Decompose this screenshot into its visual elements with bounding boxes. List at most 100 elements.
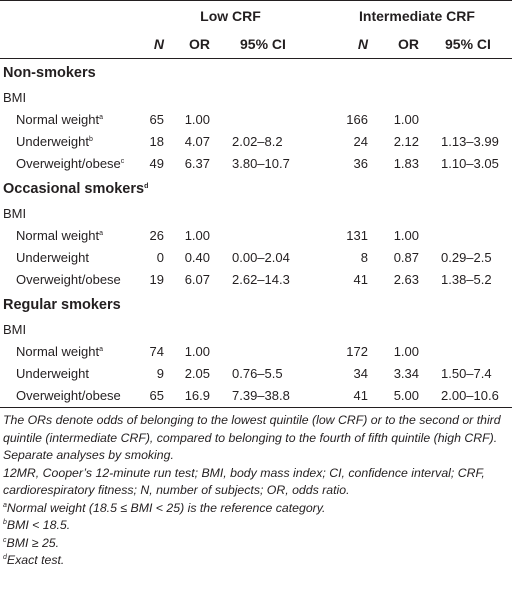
cell-low-or: 2.05 <box>184 366 210 381</box>
cell-low-n: 9 <box>156 366 164 381</box>
cell-low-or: 1.00 <box>184 344 210 359</box>
cell-low-or: 6.37 <box>184 156 210 171</box>
footnote: cBMI ≥ 25. <box>3 535 509 553</box>
cell-int-n: 41 <box>353 388 368 403</box>
table-notes: The ORs denote odds of belonging to the … <box>0 408 512 570</box>
table-row: Normal weighta 65 1.00 166 1.00 <box>0 109 512 131</box>
cell-int-or: 1.00 <box>393 112 419 127</box>
row-label: Underweightb <box>0 131 139 153</box>
section-row: Non-smokers <box>0 59 512 88</box>
col-header-int-ci: 95% CI <box>445 36 491 52</box>
footnote-text: BMI ≥ 25. <box>6 535 60 550</box>
section-row: Occasional smokersd <box>0 175 512 203</box>
cell-int-ci <box>427 109 512 131</box>
cell-int-ci: 1.38–5.2 <box>441 272 492 287</box>
row-label-text: Normal weight <box>16 344 100 359</box>
cell-int-ci <box>427 341 512 363</box>
cell-int-n: 172 <box>346 344 368 359</box>
cell-low-n: 18 <box>149 134 164 149</box>
footnote-mark: a <box>99 230 103 237</box>
cell-int-or: 3.34 <box>393 366 419 381</box>
section-row: Regular smokers <box>0 291 512 319</box>
cell-low-n: 19 <box>149 272 164 287</box>
cell-low-or: 4.07 <box>184 134 210 149</box>
cell-low-n: 49 <box>149 156 164 171</box>
cell-int-ci: 1.50–7.4 <box>441 366 492 381</box>
section-title: Occasional smokersd <box>0 175 512 203</box>
footnote-text: Normal weight (18.5 ≤ BMI < 25) is the r… <box>6 500 326 515</box>
cell-low-ci <box>218 109 322 131</box>
row-label-text: Normal weight <box>16 112 100 127</box>
cell-int-n: 41 <box>353 272 368 287</box>
cell-int-n: 34 <box>353 366 368 381</box>
table-row: Normal weighta 26 1.00 131 1.00 <box>0 225 512 247</box>
cell-low-or: 1.00 <box>184 112 210 127</box>
cell-low-ci: 3.80–10.7 <box>232 156 290 171</box>
section-title-text: Non-smokers <box>3 65 96 81</box>
cell-int-ci: 0.29–2.5 <box>441 250 492 265</box>
cell-low-ci: 7.39–38.8 <box>232 388 290 403</box>
row-label-text: Overweight/obese <box>16 272 121 287</box>
col-header-low-ci: 95% CI <box>240 36 286 52</box>
footnote-mark: a <box>99 346 103 353</box>
row-label: Overweight/obesec <box>0 153 139 175</box>
group-header-low: Low CRF <box>200 8 261 24</box>
row-label: Normal weighta <box>0 109 139 131</box>
footnote-mark: c <box>120 158 125 165</box>
cell-low-n: 26 <box>149 228 164 243</box>
row-label-text: Overweight/obese <box>16 388 121 403</box>
cell-low-n: 65 <box>149 112 164 127</box>
footnote-mark: c <box>3 536 7 544</box>
cell-int-ci: 1.10–3.05 <box>441 156 499 171</box>
col-header-int-or: OR <box>398 36 419 52</box>
footnote: dExact test. <box>3 552 509 570</box>
cell-low-ci <box>218 225 322 247</box>
cell-int-ci: 1.13–3.99 <box>441 134 499 149</box>
row-label: Underweight <box>0 363 139 385</box>
row-label: Overweight/obese <box>0 385 139 408</box>
note-main: The ORs denote odds of belonging to the … <box>3 413 501 462</box>
cell-low-n: 65 <box>149 388 164 403</box>
cell-int-or: 1.00 <box>393 228 419 243</box>
section-title-text: Occasional smokers <box>3 181 145 197</box>
group-header-intermediate: Intermediate CRF <box>359 8 475 24</box>
footnote: bBMI < 18.5. <box>3 517 509 535</box>
footnote-mark: d <box>3 554 7 561</box>
table-row: Overweight/obesec 49 6.37 3.80–10.7 36 1.83 1.… <box>0 153 512 175</box>
footnote-list: aNormal weight (18.5 ≤ BMI < 25) is the … <box>3 500 509 570</box>
footnote: aNormal weight (18.5 ≤ BMI < 25) is the … <box>3 500 509 518</box>
cell-int-n: 131 <box>346 228 368 243</box>
col-header-int-n: N <box>357 36 368 52</box>
footnote-mark: a <box>3 501 7 509</box>
row-label: Underweight <box>0 247 139 269</box>
cell-low-ci: 2.62–14.3 <box>232 272 290 287</box>
bmi-subheading-row: BMI <box>0 203 512 225</box>
row-label: Overweight/obese <box>0 269 139 291</box>
table-row: Overweight/obese 65 16.9 7.39–38.8 41 5.00 2.0… <box>0 385 512 408</box>
section-title: Regular smokers <box>0 291 512 319</box>
bmi-subheading-row: BMI <box>0 87 512 109</box>
footnote-mark: b <box>89 136 93 143</box>
cell-low-or: 16.9 <box>184 388 210 403</box>
stub-subheader <box>0 31 139 59</box>
table-body: Non-smokers BMI Normal weighta 65 1.00 166 1.0… <box>0 59 512 408</box>
cell-low-ci: 2.02–8.2 <box>232 134 283 149</box>
footnote-mark: a <box>99 114 103 121</box>
row-label-text: Underweight <box>16 134 89 149</box>
col-header-low-or: OR <box>189 36 210 52</box>
cell-int-n: 24 <box>353 134 368 149</box>
bmi-subheading: BMI <box>3 206 27 221</box>
cell-int-n: 36 <box>353 156 368 171</box>
row-label: Normal weighta <box>0 225 139 247</box>
col-header-low-n: N <box>153 36 164 52</box>
cell-int-n: 166 <box>346 112 368 127</box>
table-row: Underweightb 18 4.07 2.02–8.2 24 2.12 1.13–3.9… <box>0 131 512 153</box>
stub-header <box>0 1 139 32</box>
cell-int-or: 5.00 <box>393 388 419 403</box>
cell-low-n: 74 <box>149 344 164 359</box>
cell-int-or: 2.63 <box>393 272 419 287</box>
row-label-text: Underweight <box>16 366 89 381</box>
table-row: Overweight/obese 19 6.07 2.62–14.3 41 2.63 1.3… <box>0 269 512 291</box>
bmi-subheading: BMI <box>3 90 27 105</box>
